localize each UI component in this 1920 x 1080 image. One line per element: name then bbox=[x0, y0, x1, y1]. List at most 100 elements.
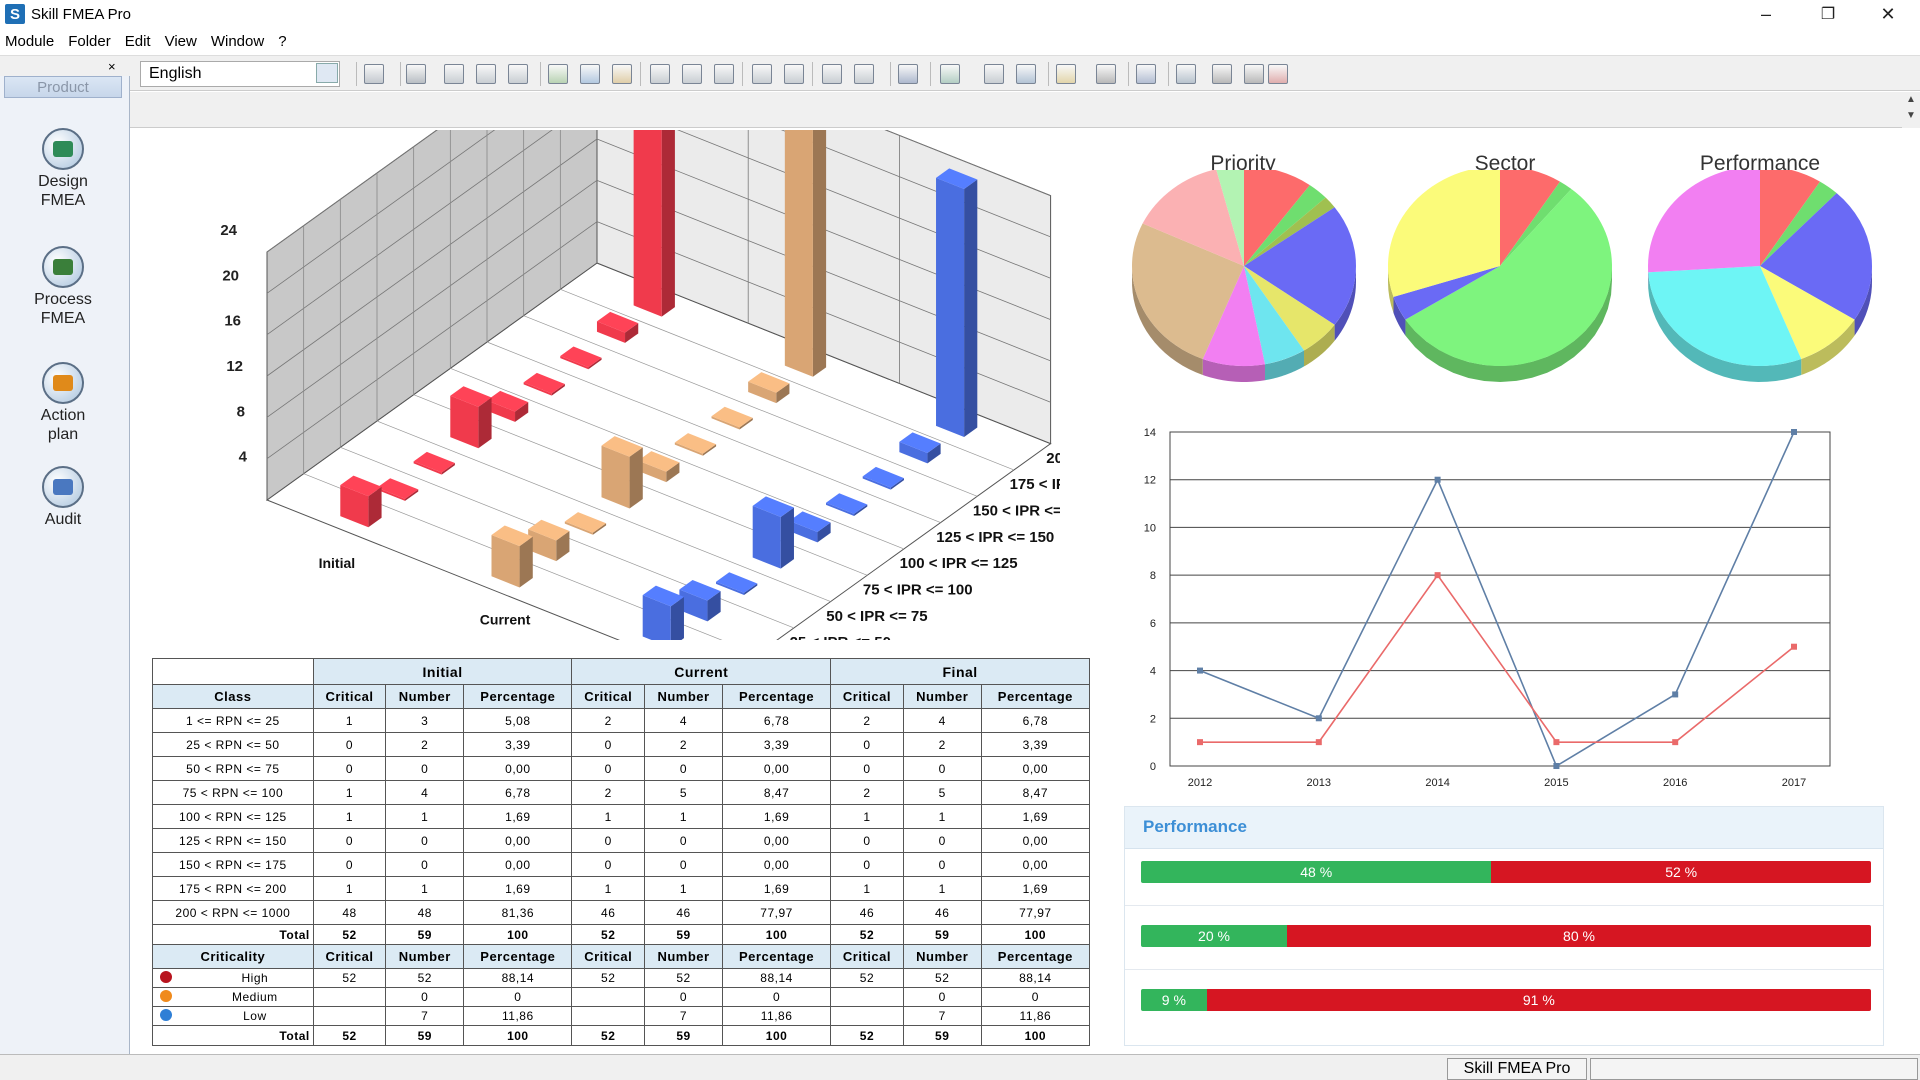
table-cell: 59 bbox=[385, 1025, 465, 1046]
pie-slice bbox=[1760, 193, 1872, 320]
table-cell: 0,00 bbox=[980, 756, 1091, 781]
toolbar-tool-icon[interactable] bbox=[714, 64, 734, 84]
table-cell: Total bbox=[152, 924, 314, 945]
table-column-header: Percentage bbox=[463, 684, 573, 709]
toolbar-tool-icon[interactable] bbox=[406, 64, 426, 84]
toolbar-tool-icon[interactable] bbox=[898, 64, 918, 84]
toolbar-tool-icon[interactable] bbox=[854, 64, 874, 84]
criticality-label-cell: Medium bbox=[152, 987, 314, 1007]
menu-view[interactable]: View bbox=[164, 32, 197, 50]
toolbar-tool-icon[interactable] bbox=[1096, 64, 1116, 84]
toolbar-tool-icon[interactable] bbox=[940, 64, 960, 84]
divider bbox=[1125, 905, 1883, 906]
table-column-header: Number bbox=[644, 684, 723, 709]
table-cell: 48 bbox=[312, 900, 387, 925]
table-cell: 1 bbox=[571, 876, 646, 901]
toolbar-tool-icon[interactable] bbox=[364, 64, 384, 84]
toolbar-tool-icon[interactable] bbox=[650, 64, 670, 84]
bar-3d bbox=[450, 386, 492, 449]
group-axis-label: Initial bbox=[319, 555, 356, 571]
bar-3d bbox=[638, 451, 680, 483]
table-cell: 100 bbox=[721, 924, 832, 945]
toolbar-tool-icon[interactable] bbox=[580, 64, 600, 84]
pie-slice-side bbox=[1388, 266, 1394, 313]
table-group-current: Current bbox=[571, 658, 832, 685]
toolbar-tool-icon[interactable] bbox=[476, 64, 496, 84]
bar-3d bbox=[711, 406, 753, 430]
table-cell: 46 bbox=[830, 900, 904, 925]
restore-button[interactable]: ❐ bbox=[1820, 6, 1836, 23]
table-cell: 0 bbox=[312, 732, 387, 757]
menu-bar: Module Folder Edit View Window ? bbox=[0, 30, 296, 52]
status-bar: Skill FMEA Pro bbox=[0, 1054, 1920, 1080]
toolbar-tool-icon[interactable] bbox=[508, 64, 528, 84]
table-cell: 50 < RPN <= 75 bbox=[152, 756, 314, 781]
y-tick-label: 14 bbox=[1144, 427, 1156, 439]
table-cell: 0 bbox=[385, 828, 465, 853]
menu-window[interactable]: Window bbox=[210, 32, 265, 50]
table-cell: 3,39 bbox=[721, 732, 832, 757]
table-cell: 2 bbox=[571, 780, 646, 805]
sidebar-item-audit[interactable]: Audit bbox=[0, 466, 126, 529]
toolbar-tool-icon[interactable] bbox=[1136, 64, 1156, 84]
bar-3d bbox=[528, 519, 570, 562]
bar-3d bbox=[716, 572, 758, 595]
menu-edit[interactable]: Edit bbox=[124, 32, 151, 50]
sidebar-close-icon[interactable]: × bbox=[108, 59, 116, 74]
class-axis-label: 150 < IPR <= 175 bbox=[973, 502, 1060, 519]
table-cell: 11,86 bbox=[980, 1006, 1091, 1026]
minimize-button[interactable]: – bbox=[1760, 3, 1771, 24]
table-cell: 1 bbox=[902, 876, 982, 901]
table-cell: 1 bbox=[902, 804, 982, 829]
pie-slice bbox=[1244, 266, 1305, 365]
table-cell: 0 bbox=[571, 756, 646, 781]
y-tick-label: 4 bbox=[1150, 666, 1156, 678]
toolbar-tool-icon[interactable] bbox=[784, 64, 804, 84]
performance-bar: 9 % 91 % bbox=[1141, 989, 1871, 1011]
toolbar-separator bbox=[742, 62, 743, 86]
menu-module[interactable]: Module bbox=[5, 32, 55, 50]
toolbar-tool-icon[interactable] bbox=[1212, 64, 1232, 84]
toolbar-tool-icon[interactable] bbox=[752, 64, 772, 84]
title-bar: S Skill FMEA Pro – ❐ ✕ bbox=[0, 0, 1920, 28]
toolbar-separator bbox=[1128, 62, 1129, 86]
language-browse-button[interactable] bbox=[316, 63, 338, 83]
plot-area bbox=[1169, 431, 1831, 767]
toolbar-tool-icon[interactable] bbox=[984, 64, 1004, 84]
close-button[interactable]: ✕ bbox=[1880, 3, 1896, 24]
y-tick-left: 24 bbox=[220, 222, 237, 239]
performance-bar-ko: 91 % bbox=[1206, 989, 1871, 1011]
toolbar-tool-icon[interactable] bbox=[1268, 64, 1288, 84]
table-group-initial: Initial bbox=[312, 658, 573, 685]
bar-3d bbox=[899, 432, 941, 464]
y-tick-left: 20 bbox=[222, 267, 239, 284]
sidebar-tab-product[interactable]: Product bbox=[4, 76, 122, 98]
table-cell: 100 bbox=[721, 1025, 832, 1046]
sidebar-item-design-fmea[interactable]: Design FMEA bbox=[0, 128, 126, 210]
toolbar-tool-icon[interactable] bbox=[682, 64, 702, 84]
toolbar-tool-icon[interactable] bbox=[444, 64, 464, 84]
menu-help[interactable]: ? bbox=[278, 32, 287, 50]
table-column-header: Percentage bbox=[721, 684, 832, 709]
toolbar-tool-icon[interactable] bbox=[1176, 64, 1196, 84]
table-cell: 6,78 bbox=[980, 708, 1091, 733]
vertical-scrollbar[interactable]: ▲ ▼ bbox=[1902, 92, 1920, 128]
toolbar-tool-icon[interactable] bbox=[612, 64, 632, 84]
table-cell: 5 bbox=[902, 780, 982, 805]
sidebar-item-label: FMEA bbox=[40, 310, 86, 327]
toolbar-tool-icon[interactable] bbox=[822, 64, 842, 84]
toolbar-tool-icon[interactable] bbox=[548, 64, 568, 84]
trend-line-chart: 0 2 4 6 8 10 12 14 2012 2013 2014 2015 2016 2017 bbox=[1130, 420, 1890, 790]
table-cell: 4 bbox=[644, 708, 723, 733]
table-row: 50 < RPN <= 75 0 0 0,00 0 0 0,00 0 0 0,00 bbox=[152, 756, 1091, 781]
toolbar-tool-icon[interactable] bbox=[1016, 64, 1036, 84]
sidebar-item-process-fmea[interactable]: Process FMEA bbox=[0, 246, 126, 328]
pie-title-performance: Performance bbox=[1699, 152, 1821, 175]
performance-bar-ok: 48 % bbox=[1141, 861, 1492, 883]
menu-folder[interactable]: Folder bbox=[68, 32, 111, 50]
pie-slice bbox=[1216, 166, 1244, 266]
sidebar-item-action-plan[interactable]: Action plan bbox=[0, 362, 126, 444]
toolbar-tool-icon[interactable] bbox=[1244, 64, 1264, 84]
language-selector[interactable]: English bbox=[140, 61, 340, 87]
toolbar-tool-icon[interactable] bbox=[1056, 64, 1076, 84]
